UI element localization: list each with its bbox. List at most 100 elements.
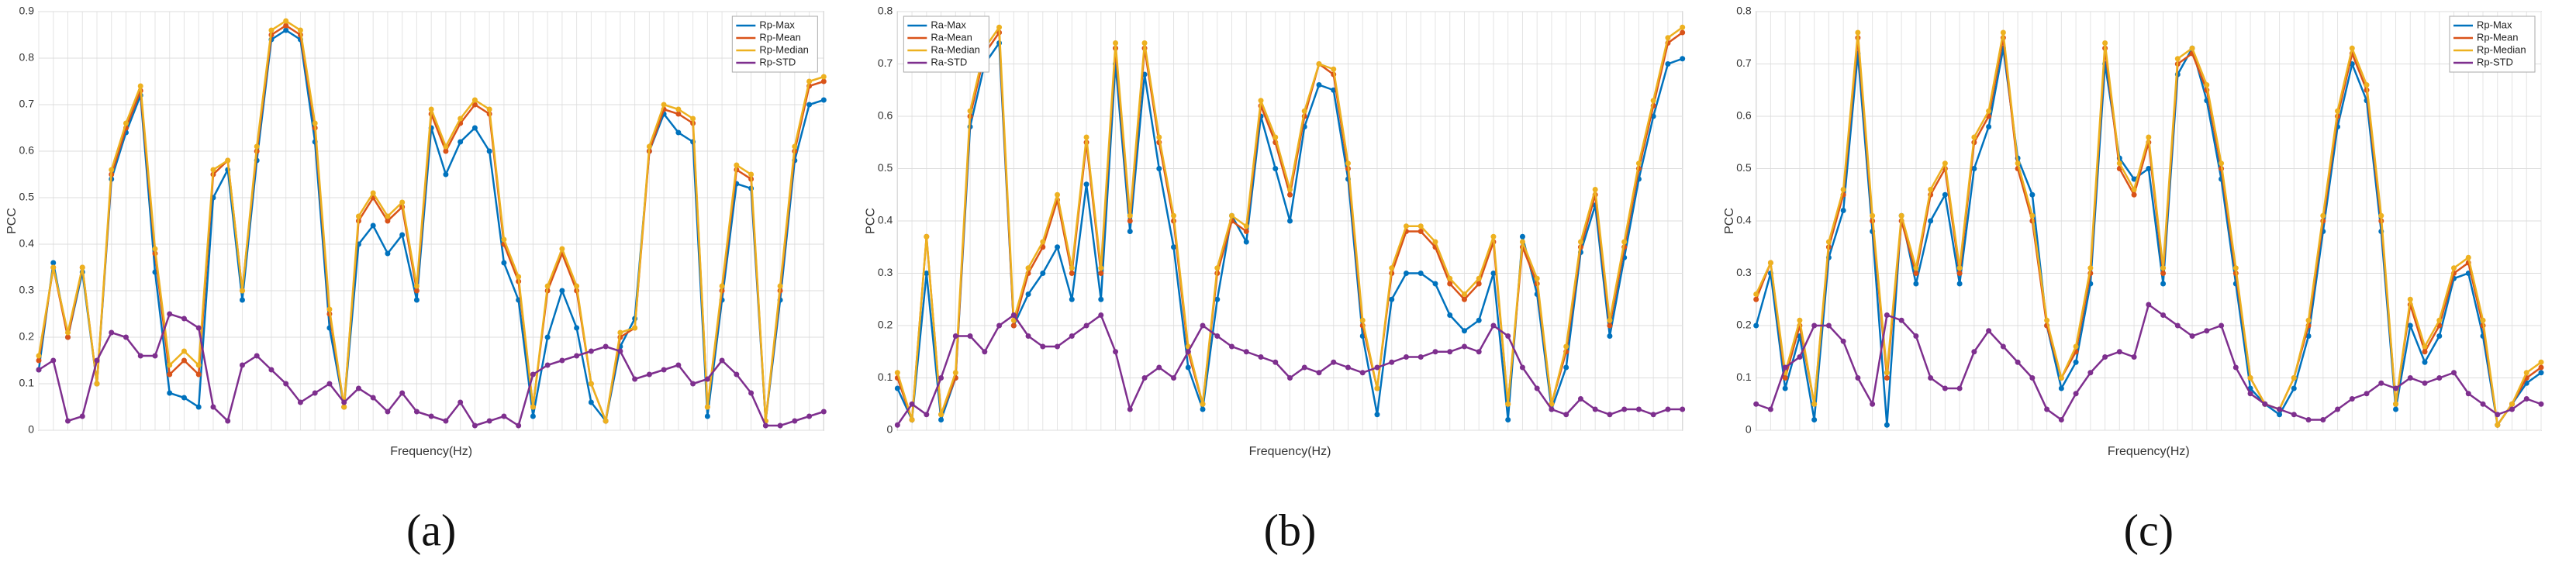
point (1243, 349, 1249, 355)
point (1898, 212, 1904, 219)
point (1200, 401, 1206, 407)
point (1913, 333, 1919, 339)
point (1447, 312, 1453, 318)
y-tick-label: 0.7 (1736, 57, 1752, 69)
y-tick-label: 0.4 (1736, 214, 1752, 226)
point (50, 357, 57, 364)
point (1272, 134, 1279, 140)
point (1870, 212, 1876, 219)
point (1665, 406, 1671, 412)
point (2495, 422, 2501, 428)
point (820, 409, 827, 415)
point (530, 371, 536, 378)
point (1083, 322, 1089, 329)
point (181, 395, 187, 401)
point (1549, 406, 1555, 412)
point (1942, 191, 1948, 198)
point (617, 329, 623, 336)
point (2407, 322, 2413, 329)
point (1200, 322, 1206, 329)
point (195, 404, 202, 410)
point (690, 381, 696, 387)
point (1928, 375, 1934, 381)
y-tick-label: 0.5 (19, 191, 35, 203)
point (603, 418, 609, 424)
point (1607, 333, 1613, 339)
point (632, 325, 638, 331)
y-tick-label: 0.2 (19, 330, 35, 343)
point (471, 97, 478, 103)
point (1519, 364, 1525, 371)
point (2219, 322, 2225, 329)
point (1797, 354, 1803, 360)
point (1040, 239, 1046, 245)
point (2320, 417, 2326, 422)
point (544, 283, 551, 289)
point (1753, 401, 1759, 407)
point (210, 167, 216, 173)
point (1113, 349, 1119, 355)
point (1461, 296, 1467, 302)
point (806, 413, 813, 419)
point (559, 246, 565, 252)
point (1490, 322, 1497, 329)
point (79, 264, 85, 271)
point (1884, 422, 1890, 428)
point (1200, 406, 1206, 412)
point (748, 390, 754, 396)
point (1287, 191, 1293, 198)
point (1141, 375, 1148, 381)
point (820, 97, 827, 103)
point (1577, 239, 1583, 245)
y-tick-label: 0.6 (1736, 109, 1752, 122)
y-axis-label: PCC (5, 208, 19, 234)
point (952, 370, 958, 376)
point (268, 367, 275, 373)
point (806, 78, 813, 84)
point (1447, 349, 1453, 355)
point (225, 157, 231, 164)
point (1563, 343, 1569, 350)
y-tick-label: 0.3 (878, 266, 893, 278)
point (675, 362, 682, 368)
point (2029, 375, 2036, 381)
point (1971, 166, 1977, 171)
point (2465, 254, 2471, 260)
point (1797, 317, 1803, 323)
point (1913, 271, 1919, 276)
point (254, 143, 260, 150)
point (1214, 296, 1221, 302)
point (1986, 328, 1992, 334)
point (413, 283, 420, 289)
point (64, 334, 71, 340)
point (777, 283, 783, 289)
point (2015, 359, 2021, 365)
point (1825, 322, 1832, 329)
point (1898, 317, 1904, 323)
point (967, 333, 973, 339)
point (2523, 370, 2529, 376)
point (2305, 333, 2312, 339)
point (36, 353, 42, 359)
point (50, 260, 57, 266)
point (1301, 364, 1307, 371)
point (137, 83, 143, 89)
point (123, 120, 129, 126)
point (2465, 391, 2471, 397)
point (1884, 370, 1890, 376)
point (2538, 370, 2544, 376)
point (1055, 244, 1061, 250)
point (1767, 406, 1773, 412)
point (1782, 385, 1788, 391)
point (1607, 322, 1613, 329)
point (79, 413, 85, 419)
point (1243, 223, 1249, 229)
point (1577, 396, 1583, 402)
y-tick-label: 0.8 (1736, 5, 1752, 17)
point (1928, 218, 1934, 224)
point (2378, 380, 2384, 386)
point (239, 288, 245, 294)
point (2116, 349, 2122, 355)
point (2087, 265, 2094, 271)
point (530, 404, 536, 410)
